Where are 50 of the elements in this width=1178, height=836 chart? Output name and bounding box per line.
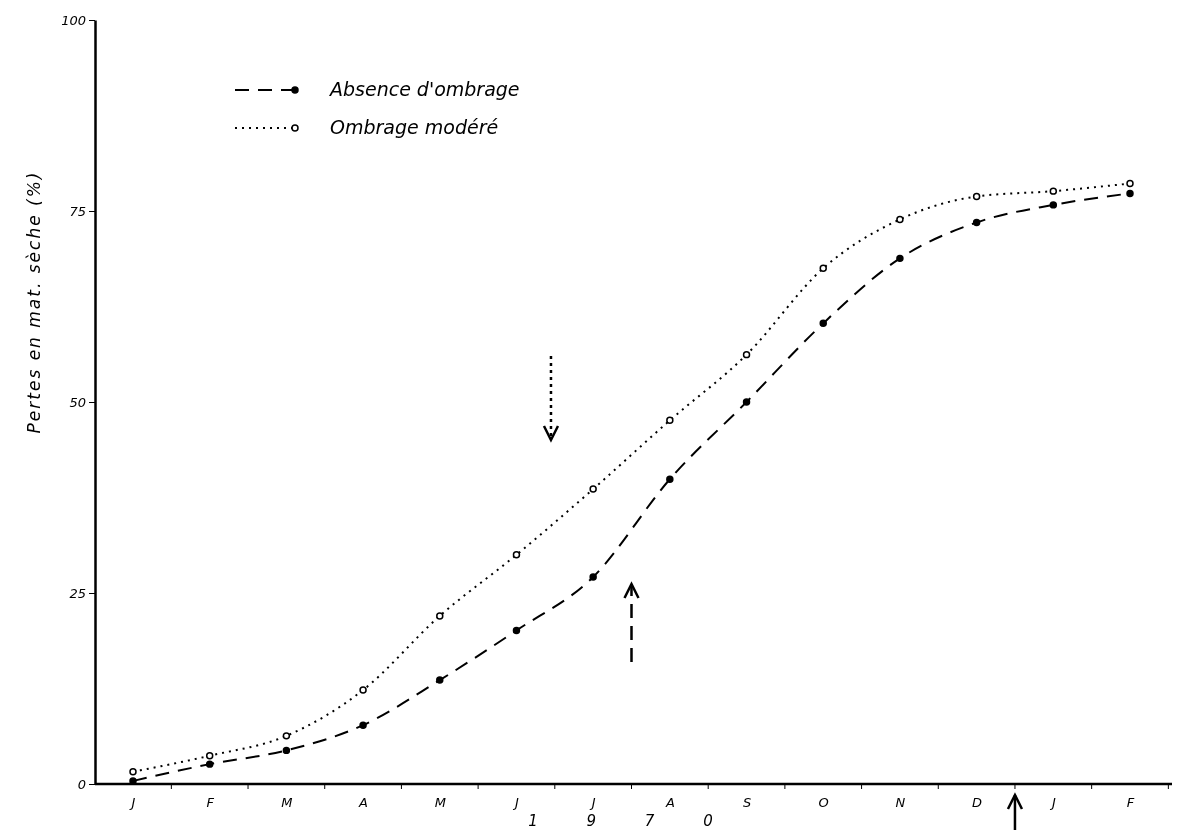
- x-tick-label: O: [818, 795, 829, 811]
- y-tick-label: 100: [61, 12, 86, 28]
- y-tick-label: 25: [69, 585, 86, 601]
- point: [819, 319, 827, 328]
- point: [972, 218, 981, 227]
- x-tick-label: F: [206, 795, 215, 811]
- point: [512, 551, 521, 559]
- point: [436, 612, 444, 620]
- point: [742, 398, 751, 406]
- point: [666, 416, 674, 425]
- x-tick-label: M: [434, 795, 446, 811]
- x-tick-label: S: [742, 795, 752, 811]
- point: [205, 752, 214, 760]
- point: [1049, 187, 1058, 195]
- y-tick-label: 50: [69, 394, 86, 410]
- x-tick-label: M: [281, 795, 293, 811]
- x-tick-label: J: [128, 795, 136, 811]
- point: [512, 626, 521, 635]
- legend-label: Ombrage modéré: [330, 116, 499, 138]
- y-tick-label: 0: [77, 776, 86, 792]
- point: [205, 760, 214, 768]
- point: [819, 264, 827, 273]
- y-axis-title: Pertes en mat. sèche (%): [24, 170, 44, 434]
- x-tick-label: A: [358, 795, 369, 811]
- x-axis-title: 1 9 7 0: [528, 812, 735, 830]
- point: [359, 686, 367, 694]
- point: [359, 721, 367, 729]
- x-tick-label: J: [1048, 795, 1056, 811]
- point: [589, 485, 597, 493]
- x-tick-label: J: [588, 795, 596, 811]
- x-tick-label: N: [895, 795, 906, 811]
- point: [1126, 179, 1134, 188]
- point: [1126, 189, 1134, 198]
- point: [436, 676, 444, 684]
- x-tick-label: F: [1126, 795, 1135, 811]
- y-tick-label: 75: [69, 203, 86, 219]
- x-tick-label: D: [972, 795, 983, 811]
- point: [896, 215, 904, 224]
- legend-label: Absence d'ombrage: [328, 78, 520, 100]
- point: [1049, 201, 1058, 209]
- point: [129, 768, 137, 776]
- point: [742, 350, 751, 359]
- point: [282, 746, 291, 755]
- point: [896, 254, 904, 263]
- x-tick-label: J: [512, 795, 520, 811]
- point: [282, 732, 291, 740]
- x-tick-label: A: [664, 795, 675, 811]
- point: [589, 573, 597, 581]
- point: [666, 475, 674, 483]
- point: [972, 192, 981, 201]
